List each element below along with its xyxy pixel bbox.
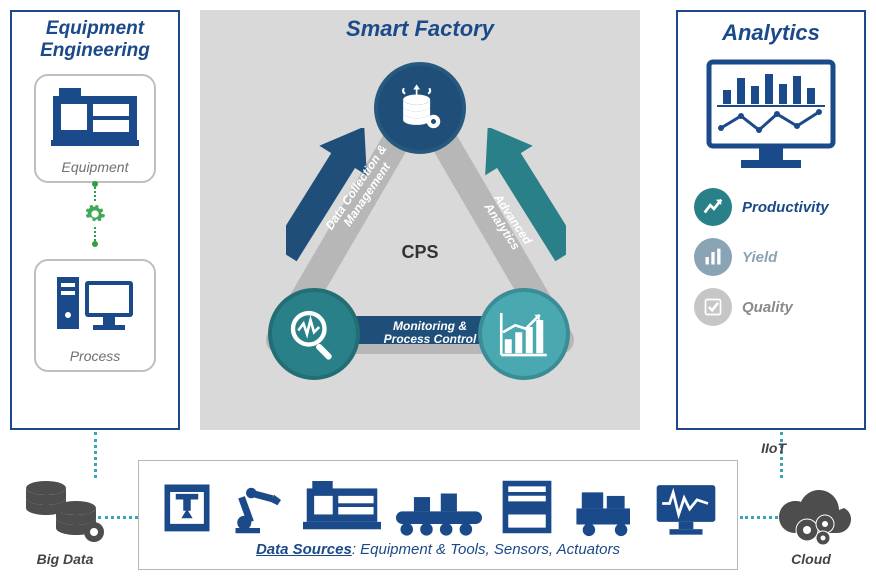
data-sources-panel: Data Sources: Equipment & Tools, Sensors… bbox=[138, 460, 738, 570]
magnifier-wave-icon bbox=[286, 306, 342, 362]
smart-factory-panel: Smart Factory CPS Data Collection & Mana… bbox=[200, 10, 640, 430]
smart-factory-title: Smart Factory bbox=[200, 16, 640, 42]
equipment-card: Equipment bbox=[34, 74, 156, 183]
equipment-card-label: Equipment bbox=[44, 159, 146, 175]
edge-label-bottom: Monitoring & Process Control bbox=[370, 320, 490, 346]
yield-badge bbox=[694, 238, 732, 276]
cnc-machine-icon bbox=[303, 477, 381, 537]
robot-arm-icon bbox=[232, 477, 288, 537]
bars-icon bbox=[703, 247, 723, 267]
caption-prefix: Data Sources bbox=[256, 541, 352, 558]
metric-yield-label: Yield bbox=[742, 249, 777, 266]
bigdata-label: Big Data bbox=[10, 551, 120, 567]
equipment-machine-icon bbox=[51, 86, 139, 148]
analytics-monitor-icon bbox=[701, 56, 841, 176]
bigdata-block: Big Data bbox=[10, 474, 120, 567]
trend-up-icon bbox=[702, 196, 724, 218]
cloud-block: Cloud bbox=[756, 474, 866, 567]
analytics-panel: Analytics Productivity Yield bbox=[676, 10, 866, 430]
process-card-label: Process bbox=[44, 348, 146, 364]
process-card: Process bbox=[34, 259, 156, 372]
gear-icon bbox=[84, 203, 106, 225]
node-data-collection bbox=[374, 62, 466, 154]
iiot-label: IIoT bbox=[761, 440, 786, 456]
equipment-engineering-panel: Equipment Engineering Equipment bbox=[10, 10, 180, 430]
node-monitoring bbox=[268, 288, 360, 380]
node-analytics bbox=[478, 288, 570, 380]
database-gear-icon bbox=[393, 81, 447, 135]
gear-connector bbox=[12, 181, 178, 247]
process-computer-icon bbox=[51, 271, 139, 337]
cloud-label: Cloud bbox=[756, 551, 866, 567]
cps-label: CPS bbox=[401, 242, 438, 263]
printer3d-icon bbox=[157, 477, 217, 537]
metric-productivity-label: Productivity bbox=[742, 199, 829, 216]
check-icon bbox=[703, 297, 723, 317]
cart-icon bbox=[572, 487, 638, 537]
eq-title-line2: Engineering bbox=[40, 40, 150, 61]
metric-productivity: Productivity bbox=[694, 188, 864, 226]
quality-badge bbox=[694, 288, 732, 326]
cloud-gears-icon bbox=[763, 474, 859, 546]
metric-yield: Yield bbox=[694, 238, 864, 276]
productivity-badge bbox=[694, 188, 732, 226]
equipment-engineering-title: Equipment Engineering bbox=[12, 18, 178, 62]
server-rack-icon bbox=[497, 477, 557, 537]
metric-quality-label: Quality bbox=[742, 299, 793, 316]
data-sources-caption: Data Sources: Equipment & Tools, Sensors… bbox=[149, 541, 727, 558]
bigdata-icon bbox=[22, 474, 108, 546]
metric-quality: Quality bbox=[694, 288, 864, 326]
eq-title-line1: Equipment bbox=[46, 18, 144, 39]
conveyor-icon bbox=[396, 493, 482, 537]
analytics-title: Analytics bbox=[678, 20, 864, 46]
bottom-strip: IIoT Big Data Data So bbox=[0, 440, 876, 580]
barchart-trend-icon bbox=[496, 306, 552, 362]
oscilloscope-icon bbox=[653, 481, 719, 537]
caption-rest: : Equipment & Tools, Sensors, Actuators bbox=[352, 541, 620, 558]
